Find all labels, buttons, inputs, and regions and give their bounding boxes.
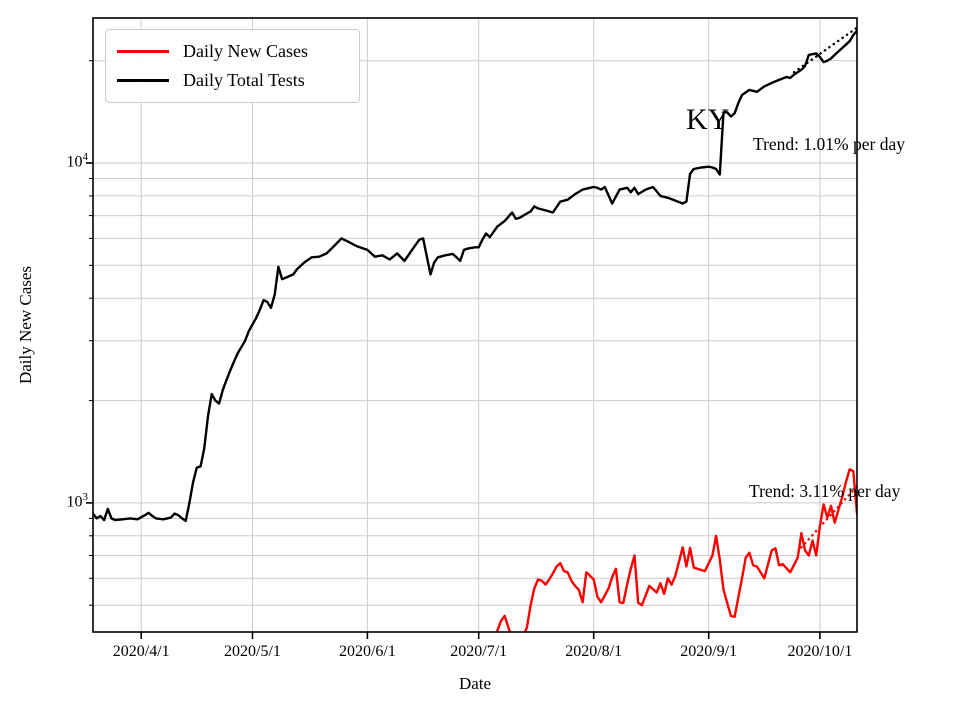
x-axis-label: Date <box>458 674 492 693</box>
legend: Daily New Cases Daily Total Tests <box>105 29 360 103</box>
red-line-swatch <box>117 50 169 53</box>
legend-label: Daily Total Tests <box>183 70 305 90</box>
x-tick-label: 2020/4/1 <box>112 643 170 660</box>
legend-item-daily-new-cases: Daily New Cases <box>117 37 349 66</box>
x-tick-label: 2020/5/1 <box>224 643 281 660</box>
tests-trend-annotation: Trend: 1.01% per day <box>753 134 905 154</box>
state-annotation: KY <box>686 103 730 136</box>
legend-label: Daily New Cases <box>183 41 308 61</box>
y-tick-label-10e4: 104 <box>66 150 89 171</box>
legend-item-daily-total-tests: Daily Total Tests <box>117 66 349 95</box>
x-tick-label: 2020/10/1 <box>787 643 853 660</box>
y-tick-label-10e3: 103 <box>66 490 89 511</box>
x-tick-label: 2020/7/1 <box>450 643 508 660</box>
cases-trend-annotation: Trend: 3.11% per day <box>749 481 901 501</box>
x-tick-label: 2020/6/1 <box>338 643 396 660</box>
x-tick-label: 2020/9/1 <box>680 643 738 660</box>
black-line-swatch <box>117 79 169 82</box>
y-axis-label: Daily New Cases <box>16 265 35 385</box>
x-tick-label: 2020/8/1 <box>565 643 623 660</box>
